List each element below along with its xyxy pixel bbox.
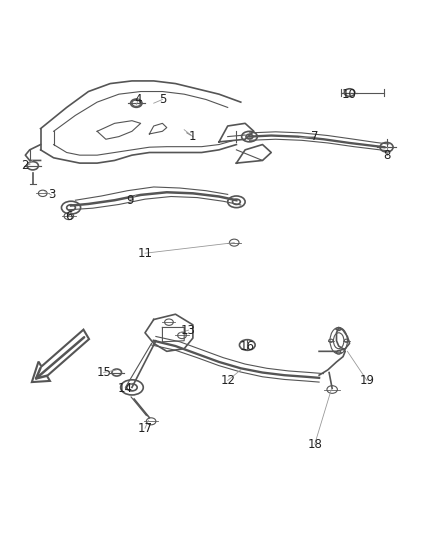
Text: 4: 4 xyxy=(135,93,142,106)
Text: 6: 6 xyxy=(65,209,73,223)
Text: 13: 13 xyxy=(181,324,196,337)
Text: 10: 10 xyxy=(342,87,357,101)
Text: 16: 16 xyxy=(240,340,255,352)
Text: 3: 3 xyxy=(48,189,55,201)
Text: 9: 9 xyxy=(126,193,134,207)
Text: 1: 1 xyxy=(189,130,197,143)
Text: 14: 14 xyxy=(118,382,133,395)
Text: 18: 18 xyxy=(307,438,322,450)
Text: 5: 5 xyxy=(159,93,166,106)
Text: 8: 8 xyxy=(383,149,390,161)
Text: 19: 19 xyxy=(360,374,374,387)
Text: 17: 17 xyxy=(138,422,152,435)
Text: 7: 7 xyxy=(311,130,318,143)
Text: 2: 2 xyxy=(21,159,29,172)
Text: 12: 12 xyxy=(220,374,235,387)
Text: 15: 15 xyxy=(96,366,111,379)
Text: 11: 11 xyxy=(138,247,152,260)
